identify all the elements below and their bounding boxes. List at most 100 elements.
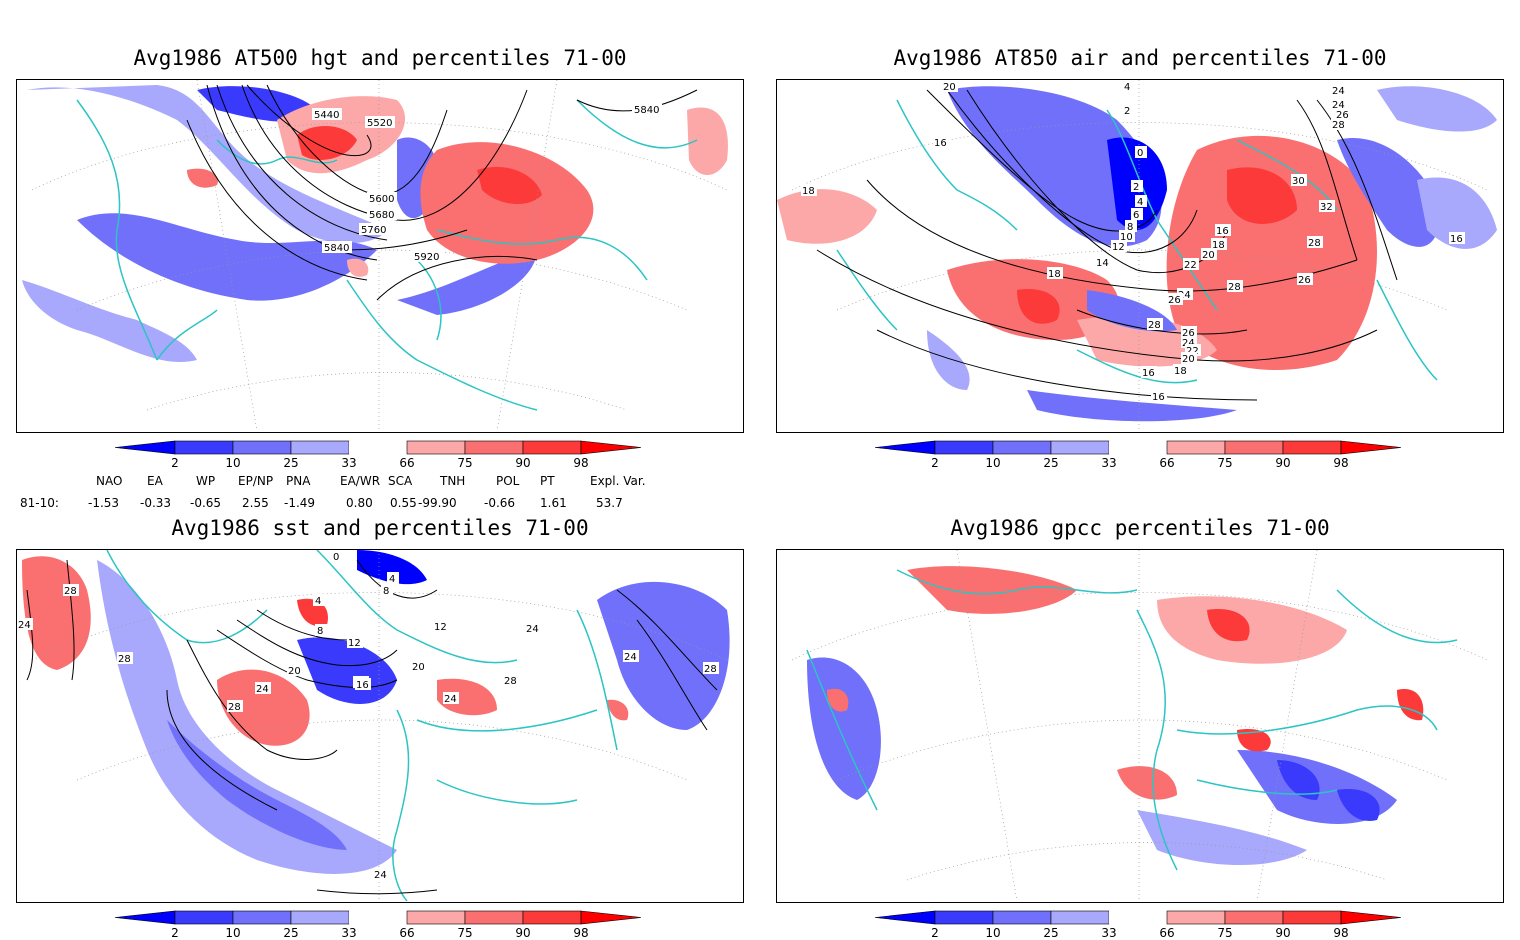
coastlines — [76, 99, 698, 411]
contour-label: 28 — [1228, 282, 1241, 293]
colorbar-tick-label: 2 — [171, 456, 179, 470]
blue-anomaly-region — [597, 581, 730, 730]
contour-label: 8 — [317, 626, 323, 637]
colorbar-tick-label: 90 — [1275, 456, 1290, 470]
contour-label: 4 — [1137, 197, 1143, 208]
colorbar-segment — [992, 910, 1052, 925]
contour-label: 2 — [1133, 182, 1139, 193]
colorbar-arrow-low — [874, 440, 936, 455]
contour-label: 32 — [1320, 202, 1333, 213]
graticule — [31, 550, 728, 901]
colorbar-segment — [1282, 440, 1342, 455]
colorbar-segment — [232, 910, 292, 925]
blue-anomaly-region — [167, 720, 347, 850]
contour-label: 20 — [943, 82, 956, 93]
contour-label: 26 — [1182, 328, 1195, 339]
colorbar-tick-label: 66 — [1159, 926, 1174, 940]
colorbar-segment — [349, 911, 407, 924]
contour-label: 28 — [64, 586, 77, 597]
contour-label: 30 — [1292, 176, 1305, 187]
colorbar-segment — [1224, 910, 1284, 925]
anomaly-shading — [807, 566, 1424, 865]
anomaly-shading — [777, 86, 1497, 422]
red-anomaly-region — [777, 189, 877, 244]
index-value: 53.7 — [596, 496, 623, 510]
colorbar-tick-label: 75 — [1217, 926, 1232, 940]
index-header: WP — [196, 474, 216, 488]
contour-label: 2 — [1124, 106, 1130, 117]
colorbar-tick-label: 66 — [399, 456, 414, 470]
colorbar-arrow-high — [580, 440, 642, 455]
colorbar-segment — [934, 440, 994, 455]
colorbar-tick-label: 75 — [457, 926, 472, 940]
contour-label: 20 — [288, 666, 301, 677]
contour-label: 10 — [1120, 232, 1133, 243]
contour-labels: 5440 5520 5600 5680 5760 5840 5920 5840 — [312, 103, 662, 263]
contour-label: 20 — [412, 662, 425, 673]
blue-anomaly-region — [22, 280, 197, 363]
panel-title-hgt500: Avg1986 AT500 hgt and percentiles 71-00 — [133, 46, 627, 70]
panel-title-sst: Avg1986 sst and percentiles 71-00 — [171, 516, 589, 540]
colorbar-top-right: 2 10 25 33 66 75 90 98 — [874, 439, 1405, 470]
colorbar-tick-label: 75 — [1217, 456, 1232, 470]
colorbar-segment — [1224, 440, 1284, 455]
map-air850: 20 4 2 0 2 4 6 8 10 12 14 16 18 20 22 24… — [777, 80, 1497, 431]
contour-label: 16 — [934, 138, 947, 149]
contour-label: 12 — [1112, 242, 1125, 253]
coastlines — [106, 550, 618, 901]
colorbar-tick-label: 10 — [225, 926, 240, 940]
blue-anomaly-region — [927, 330, 970, 390]
contour-label: 24 — [256, 684, 269, 695]
graticule — [791, 80, 1488, 431]
red-anomaly-region — [1207, 609, 1250, 642]
contour-label: 5920 — [414, 252, 439, 263]
colorbar-segment — [406, 910, 466, 925]
colorbar-svg: 2 10 25 33 66 75 90 98 — [874, 910, 1402, 940]
index-header: TNH — [440, 474, 466, 488]
red-anomaly-region — [297, 125, 357, 160]
contour-label: 16 — [1216, 226, 1229, 237]
colorbar-tick-label: 98 — [1333, 926, 1348, 940]
blue-anomaly-region — [27, 85, 387, 244]
index-header: PT — [540, 474, 555, 488]
contour-label: 20 — [1182, 354, 1195, 365]
colorbar-segment — [1050, 910, 1110, 925]
contour-label: 16 — [1142, 368, 1155, 379]
contour-label: 16 — [1152, 392, 1165, 403]
blue-anomaly-region — [397, 250, 537, 315]
contour-label: 28 — [228, 702, 241, 713]
contour-label: 28 — [1148, 320, 1161, 331]
contour-label: 14 — [1096, 258, 1109, 269]
colorbar-tick-label: 66 — [1159, 456, 1174, 470]
colorbar-tick-label: 90 — [1275, 926, 1290, 940]
colorbar-segment — [464, 440, 524, 455]
contour-label: 24 — [624, 652, 637, 663]
contour-label: 28 — [1308, 238, 1321, 249]
contour-label: 8 — [383, 586, 389, 597]
red-anomaly-region — [827, 688, 849, 712]
red-anomaly-region — [420, 142, 594, 264]
colorbar-tick-label: 33 — [341, 926, 356, 940]
colorbar-segment — [464, 910, 524, 925]
contour-label: 12 — [434, 622, 447, 633]
contour-label: 20 — [1202, 250, 1215, 261]
contour-label: 24 — [1182, 338, 1195, 349]
contour-label: 18 — [1048, 269, 1061, 280]
contour-label: 18 — [802, 186, 815, 197]
map-panel-gpcc — [776, 549, 1504, 903]
contour-label: 5680 — [369, 210, 394, 221]
colorbar-segment — [522, 910, 582, 925]
blue-anomaly-region — [947, 86, 1162, 247]
contour-label: 5840 — [324, 243, 349, 254]
red-anomaly-region — [347, 258, 369, 277]
red-anomaly-region — [1397, 689, 1424, 721]
colorbar-tick-label: 10 — [985, 926, 1000, 940]
index-header: EA — [147, 474, 163, 488]
contour-label: 22 — [1186, 346, 1199, 357]
contour-label: 8 — [1127, 222, 1133, 233]
contour-label: 5520 — [367, 118, 392, 129]
blue-anomaly-region — [357, 550, 427, 585]
colorbar-tick-label: 25 — [1043, 926, 1058, 940]
blue-anomaly-region — [1137, 810, 1307, 865]
contour-label: 16 — [356, 680, 369, 691]
